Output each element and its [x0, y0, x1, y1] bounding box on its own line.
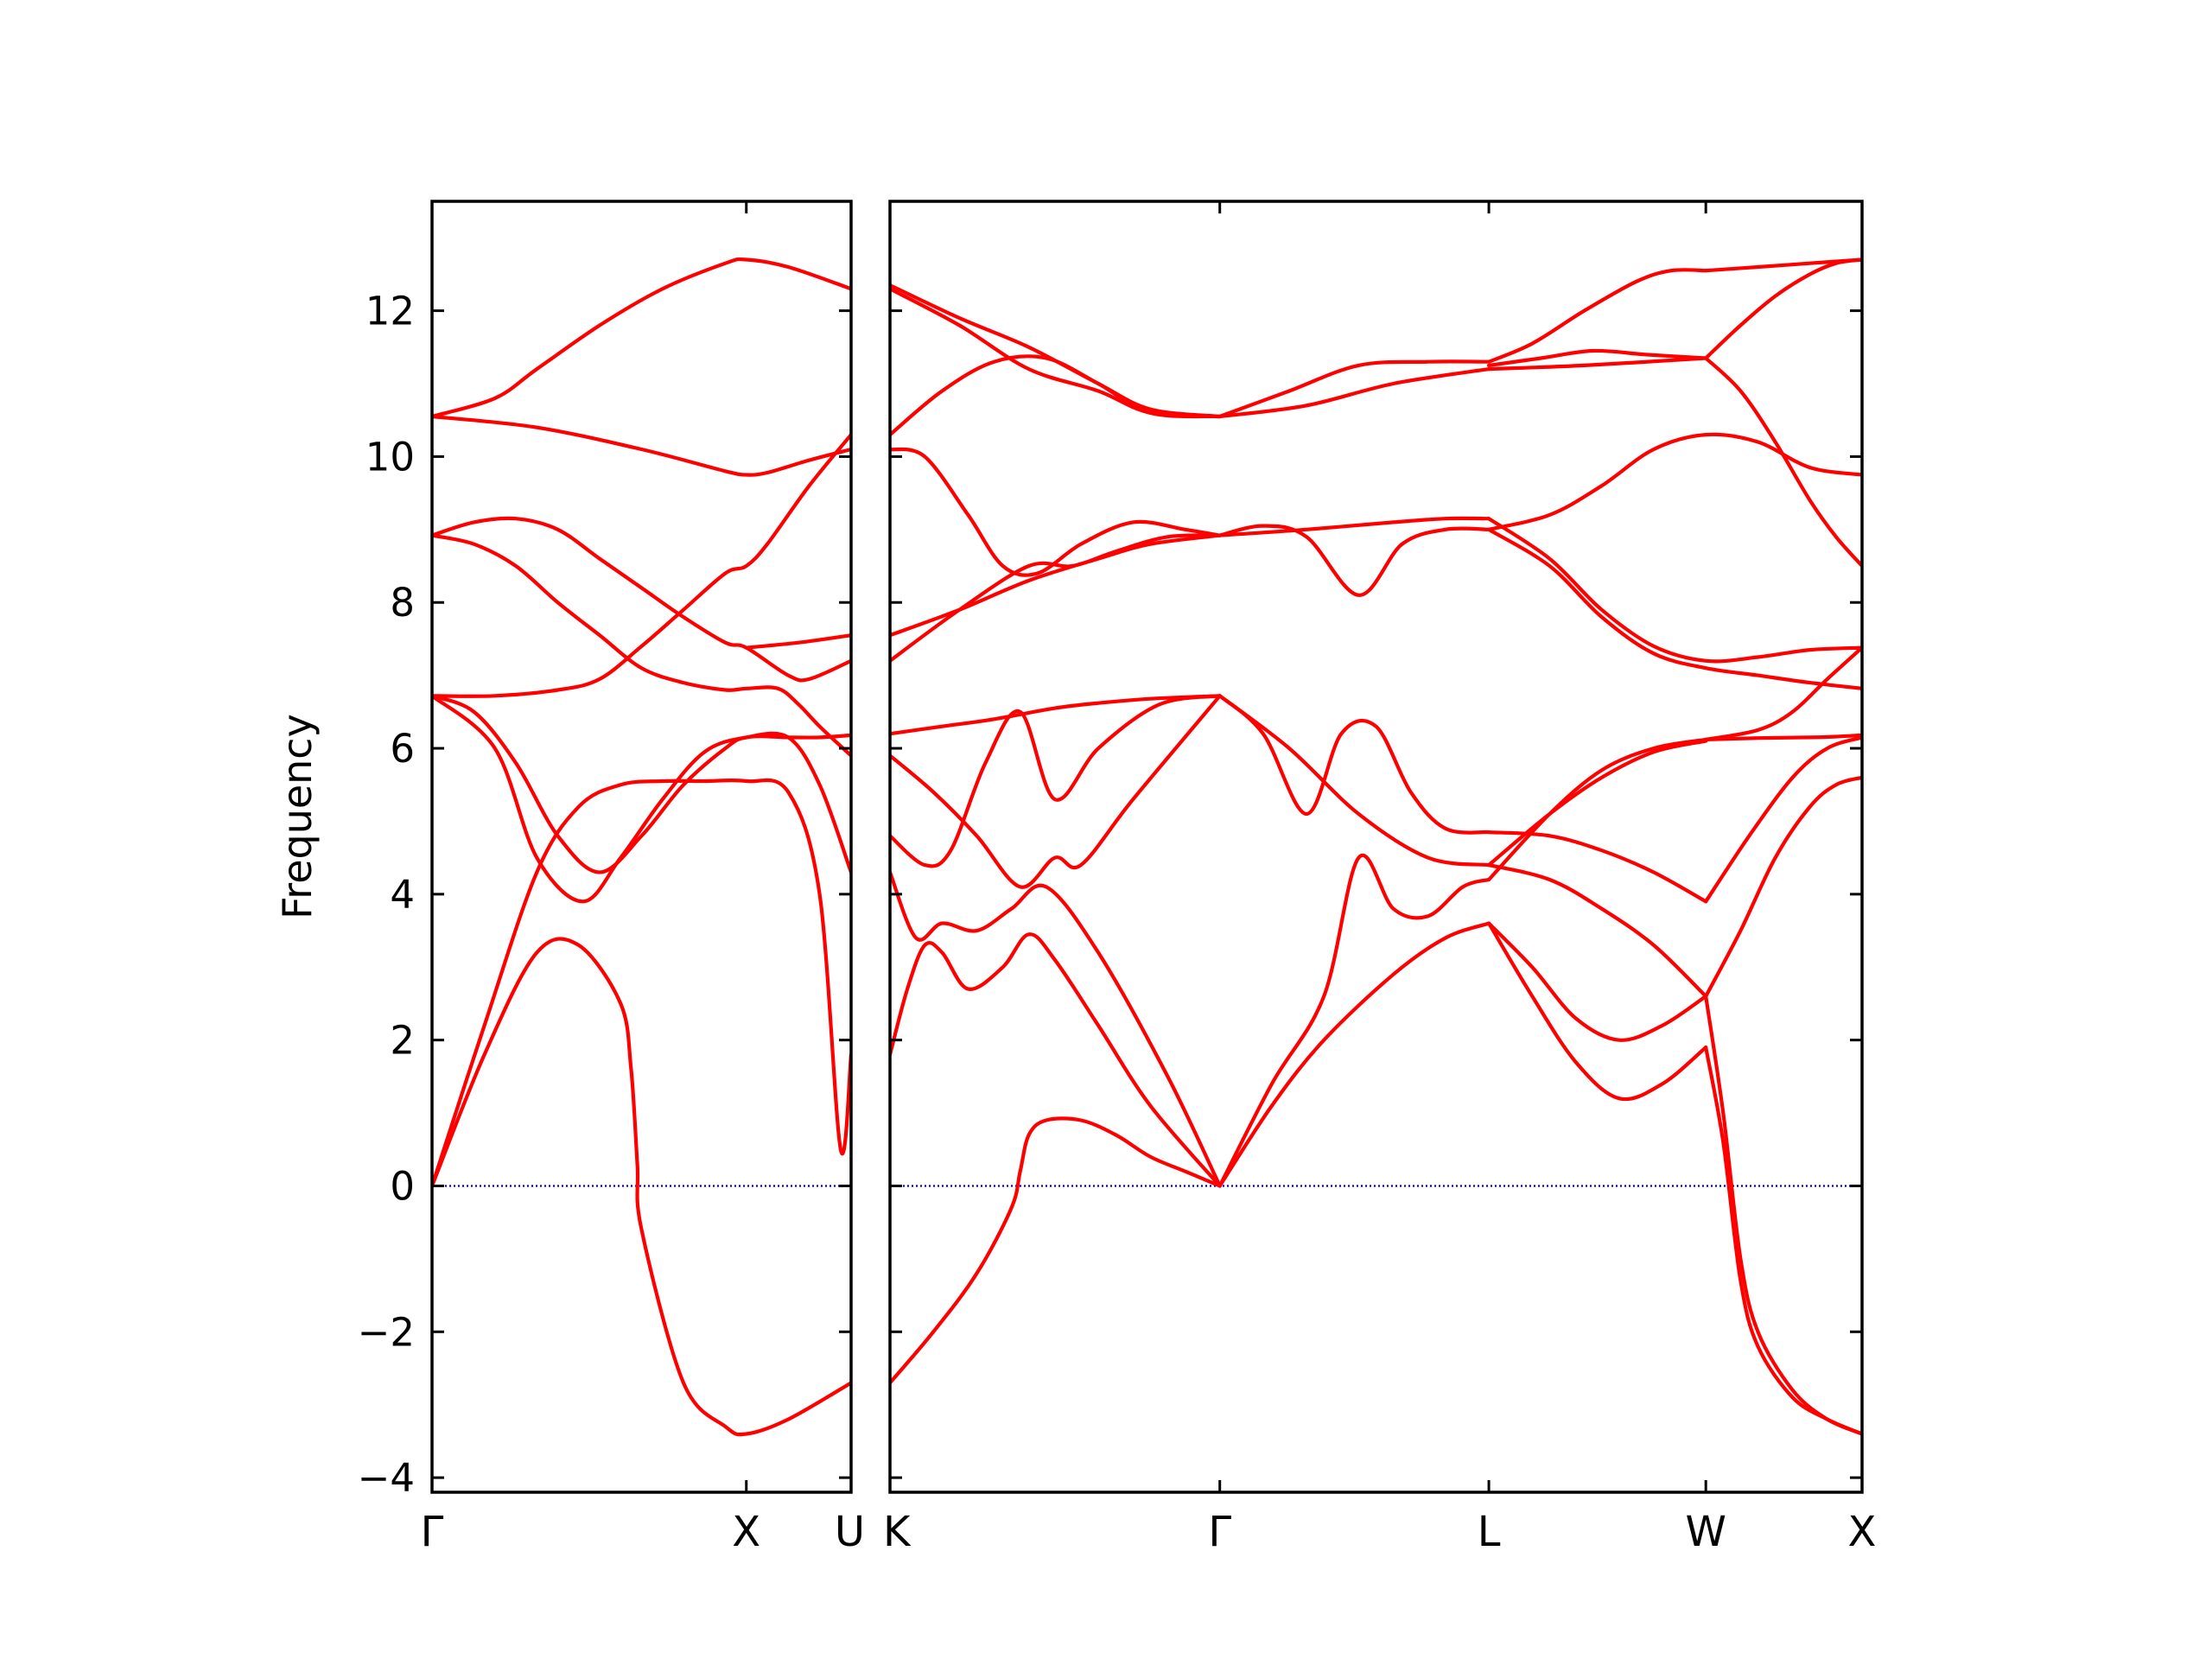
- band-line-28: [1487, 527, 1862, 690]
- band-line-30: [1487, 432, 1862, 531]
- band-line-36: [1217, 367, 1491, 419]
- band-line-34: [890, 283, 1222, 419]
- band-line-23: [890, 533, 1222, 663]
- band-line-29: [1487, 517, 1862, 664]
- panels-group: −4 −2 0 2 4 6 8 10 12 Γ X U K Γ L W X: [358, 200, 1877, 1556]
- band-line-22: [1704, 645, 1862, 741]
- y-tick-label: 8: [390, 580, 415, 626]
- band-line-10: [1217, 694, 1491, 868]
- y-tick-label: 0: [390, 1163, 415, 1209]
- band-line-27: [1217, 516, 1491, 537]
- band-line-31: [1704, 356, 1862, 569]
- band-line-19: [1704, 775, 1862, 999]
- band-line-4: [890, 694, 1222, 868]
- band-lines: [432, 257, 851, 1437]
- band-line-41: [1704, 257, 1862, 360]
- band-line-26: [1217, 524, 1491, 597]
- x-tick-label: W: [1685, 1508, 1726, 1556]
- band-line-32: [890, 354, 1222, 437]
- band-line-8: [432, 414, 851, 477]
- band-line-1: [432, 937, 851, 1437]
- x-tick-label: U: [835, 1508, 865, 1556]
- x-tick-label: Γ: [1208, 1508, 1231, 1556]
- panel-gamma-x-u: −4 −2 0 2 4 6 8 10 12 Γ X U: [358, 200, 865, 1556]
- band-line-20: [1704, 735, 1862, 904]
- band-line-38: [1487, 348, 1708, 367]
- y-tick-label: −4: [358, 1455, 415, 1501]
- y-tick-label: 2: [390, 1018, 415, 1064]
- band-line-33: [890, 287, 1222, 419]
- band-line-15: [1487, 739, 1708, 868]
- band-lines: [890, 257, 1862, 1436]
- band-line-9: [1217, 694, 1491, 835]
- band-line-6: [890, 694, 1222, 889]
- x-tick-label: X: [1848, 1508, 1877, 1556]
- y-tick-label: 12: [365, 289, 415, 334]
- y-tick-label: 4: [390, 872, 415, 918]
- band-line-10: [744, 633, 851, 650]
- y-tick-label: 6: [390, 726, 415, 772]
- y-axis-label: Frequency: [274, 714, 321, 919]
- band-line-18: [1704, 994, 1862, 1436]
- band-line-11: [1487, 921, 1708, 1102]
- band-line-4: [432, 694, 851, 874]
- band-line-5: [432, 433, 851, 698]
- band-line-1: [890, 1116, 1222, 1385]
- band-line-3: [890, 870, 1222, 1188]
- band-line-6: [432, 533, 851, 758]
- band-line-39: [1487, 356, 1708, 372]
- band-line-35: [1217, 359, 1491, 419]
- band-line-13: [1487, 863, 1708, 999]
- band-line-3: [432, 694, 851, 904]
- x-tick-label: K: [883, 1508, 912, 1556]
- band-line-7: [432, 516, 851, 683]
- x-tick-label: X: [732, 1508, 760, 1556]
- band-line-24: [890, 533, 1222, 638]
- band-line-25: [890, 447, 1222, 577]
- x-tick-label: Γ: [421, 1508, 444, 1556]
- band-line-7: [1217, 853, 1491, 1188]
- axes-frame: [888, 200, 1864, 1494]
- band-line-9: [432, 257, 851, 419]
- band-line-16: [1487, 737, 1708, 882]
- band-line-21: [1704, 733, 1862, 741]
- axes-frame: [430, 200, 853, 1494]
- band-line-2: [432, 778, 851, 1188]
- band-line-8: [1217, 921, 1491, 1188]
- band-line-12: [1487, 921, 1708, 1042]
- y-tick-label: −2: [358, 1309, 415, 1355]
- band-line-37: [1487, 268, 1708, 364]
- band-line-2: [890, 932, 1222, 1188]
- x-tick-label: L: [1478, 1508, 1501, 1556]
- band-line-5: [890, 694, 1222, 736]
- y-tick-label: 10: [365, 434, 415, 480]
